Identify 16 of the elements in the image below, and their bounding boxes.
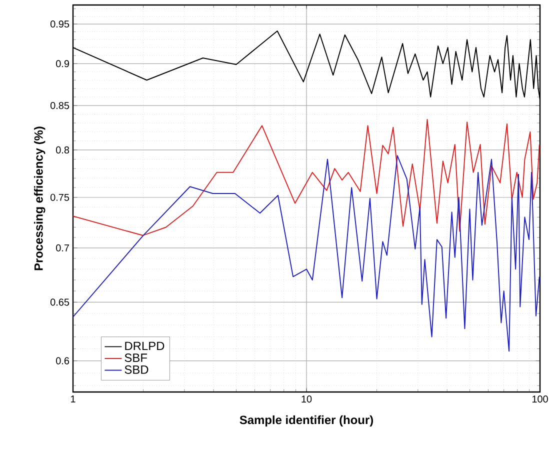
legend-label: SBD [124,365,148,374]
x-axis-title: Sample identifier (hour) [240,415,373,427]
y-tick-label: 0.8 [56,146,70,154]
y-tick-label: 0.7 [56,244,69,252]
x-tick-label: 10 [302,396,312,403]
x-tick-label: 1 [70,396,76,402]
y-tick-label: 0.85 [50,102,70,110]
y-axis-title: Processing efficiency (%) [34,126,46,270]
y-tick-label: 0.95 [50,20,70,28]
legend-label: DRLPD [125,342,164,350]
y-tick-label: 0.6 [56,357,70,364]
legend-label: SBF [124,354,147,362]
y-tick-label: 0.75 [50,194,70,201]
y-tick-label: 0.9 [56,60,70,68]
y-tick-label: 0.65 [50,298,70,306]
x-tick-label: 100 [532,396,548,403]
